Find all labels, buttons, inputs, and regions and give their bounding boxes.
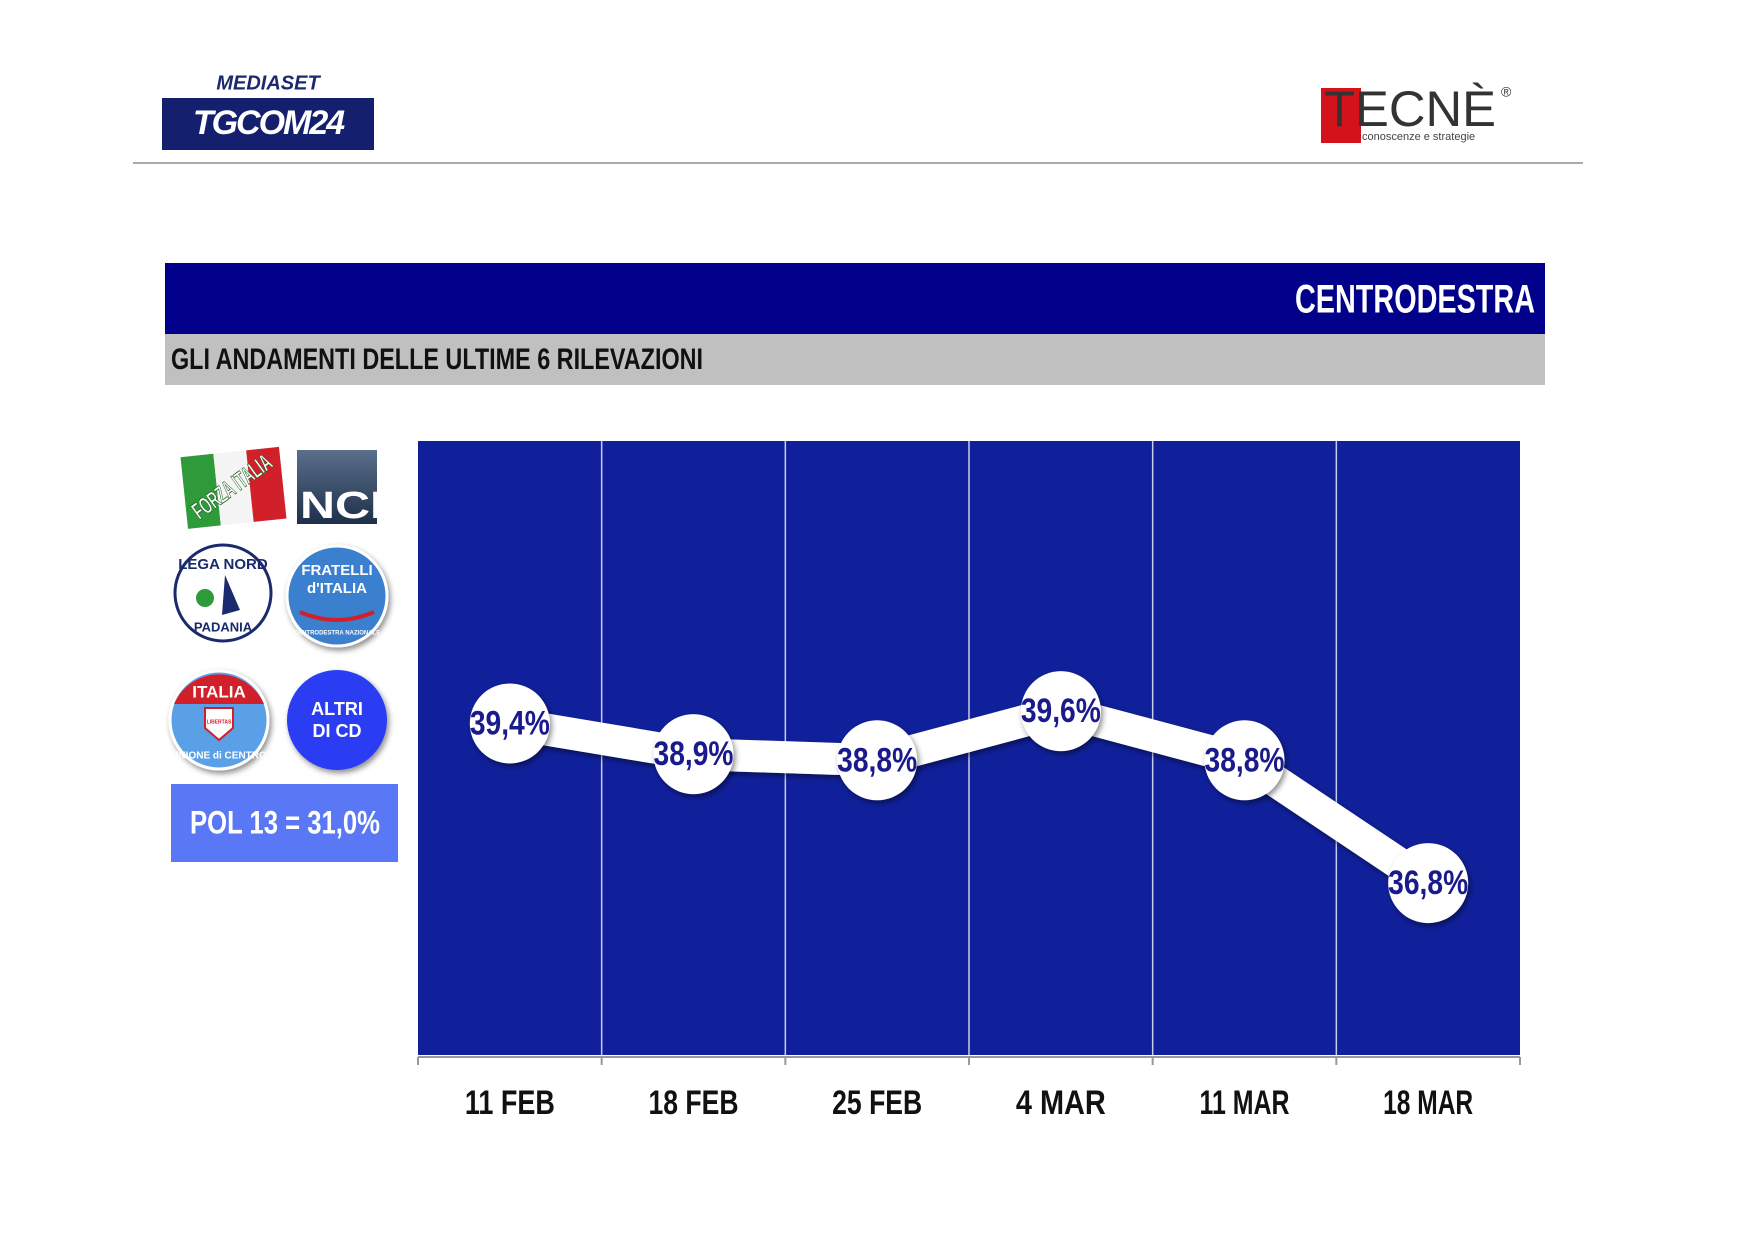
udc-bottom: UNIONE di CENTRO [171,751,267,762]
lega-bottom: PADANIA [194,619,253,634]
point [837,720,918,801]
udc-shield [204,707,234,742]
point [469,683,550,764]
x-tick-label: 18 FEB [649,1084,739,1122]
subtitle-bar [165,334,1545,385]
lega-logo [173,543,273,643]
value-label: 38,8% [837,741,917,779]
lega-figure [222,575,240,615]
lega-top: LEGA NORD [178,556,268,573]
udc-shield-text: LIBERTAS [207,719,232,725]
x-tick-label: 11 MAR [1200,1084,1290,1122]
pollster-tagline: conoscenze e strategie [1362,131,1475,143]
altri-box: ALTRI DI CD [311,699,363,741]
value-label: 36,8% [1388,864,1468,902]
pollster-logo-square [1321,88,1361,143]
x-tick-label: 18 MAR [1383,1084,1473,1122]
channel-logo-bg [162,98,374,150]
x-tick-label: 4 MAR [1016,1084,1106,1122]
altri-text: ALTRI DI CD [311,699,363,741]
fdi-sub: CENTRODESTRA NAZIONALE [294,631,380,637]
value-label: 39,6% [1021,692,1101,730]
pollster-logo: TECNÈ [1324,81,1496,137]
lega-sun [196,589,214,607]
note-box [171,784,398,862]
point [1204,720,1285,801]
altri-logo [287,670,387,770]
title-bar [165,263,1545,334]
fdi-box: FRATELLI d'ITALIA [301,562,373,597]
flag-red [246,446,287,522]
fdi-stripe [299,610,375,622]
ncd-gap [377,488,405,524]
point [1388,843,1469,924]
chart: 11 FEB 18 FEB 25 FEB 4 MAR 11 MAR 18 MAR 39,4%… [417,441,1521,1122]
flag-green [180,453,221,529]
x-tick-label: 25 FEB [832,1084,922,1122]
value-label: 38,8% [1205,741,1285,779]
network-logo: MEDIASET [216,72,321,94]
value-label: 39,4% [470,704,550,742]
fdi-logo [285,544,389,648]
udc-top: ITALIA [192,682,246,701]
point [1020,671,1101,752]
ncd-text: NCD [300,485,405,527]
fdi-text: FRATELLI d'ITALIA [301,562,373,597]
udc-top-band [174,674,264,704]
note: POL 13 = 31,0% [190,804,380,840]
point [653,714,734,795]
forza-italia-logo: FORZA ITALIA [180,446,287,529]
ncd-logo [297,450,377,524]
x-tick-label: 11 FEB [465,1084,555,1122]
channel-logo: TGCOM24 [193,104,345,142]
value-label: 38,9% [654,735,734,773]
title: CENTRODESTRA [1295,278,1535,322]
subtitle: GLI ANDAMENTI DELLE ULTIME 6 RILEVAZIONI [171,343,703,376]
flag-white [213,450,254,526]
pollster-mark: ® [1501,84,1512,100]
